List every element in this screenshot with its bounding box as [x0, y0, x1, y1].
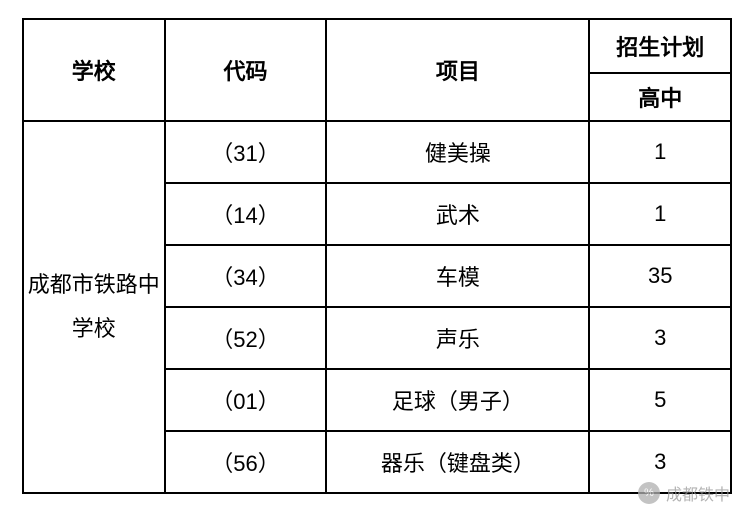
header-code: 代码: [165, 19, 327, 121]
count-cell: 5: [589, 369, 731, 431]
item-cell: 车模: [326, 245, 589, 307]
table-row: 成都市铁路中学校 （31） 健美操 1: [23, 121, 731, 183]
code-cell: （14）: [165, 183, 327, 245]
table-header-row-1: 学校 代码 项目 招生计划: [23, 19, 731, 73]
item-cell: 健美操: [326, 121, 589, 183]
item-cell: 器乐（键盘类）: [326, 431, 589, 493]
code-cell: （52）: [165, 307, 327, 369]
admissions-table: 学校 代码 项目 招生计划 高中 成都市铁路中学校 （31） 健美操 1 （14…: [22, 18, 732, 494]
count-cell: 3: [589, 307, 731, 369]
count-cell: 35: [589, 245, 731, 307]
item-cell: 足球（男子）: [326, 369, 589, 431]
code-cell: （01）: [165, 369, 327, 431]
item-cell: 声乐: [326, 307, 589, 369]
header-plan: 招生计划: [589, 19, 731, 73]
table-container: 学校 代码 项目 招生计划 高中 成都市铁路中学校 （31） 健美操 1 （14…: [0, 0, 754, 494]
watermark-icon: %: [638, 482, 660, 504]
watermark: % 成都铁中: [638, 481, 730, 505]
watermark-text: 成都铁中: [666, 481, 730, 505]
code-cell: （34）: [165, 245, 327, 307]
school-name-cell: 成都市铁路中学校: [23, 121, 165, 493]
count-cell: 1: [589, 183, 731, 245]
count-cell: 1: [589, 121, 731, 183]
code-cell: （31）: [165, 121, 327, 183]
item-cell: 武术: [326, 183, 589, 245]
header-plan-sub: 高中: [589, 73, 731, 121]
header-school: 学校: [23, 19, 165, 121]
code-cell: （56）: [165, 431, 327, 493]
header-item: 项目: [326, 19, 589, 121]
